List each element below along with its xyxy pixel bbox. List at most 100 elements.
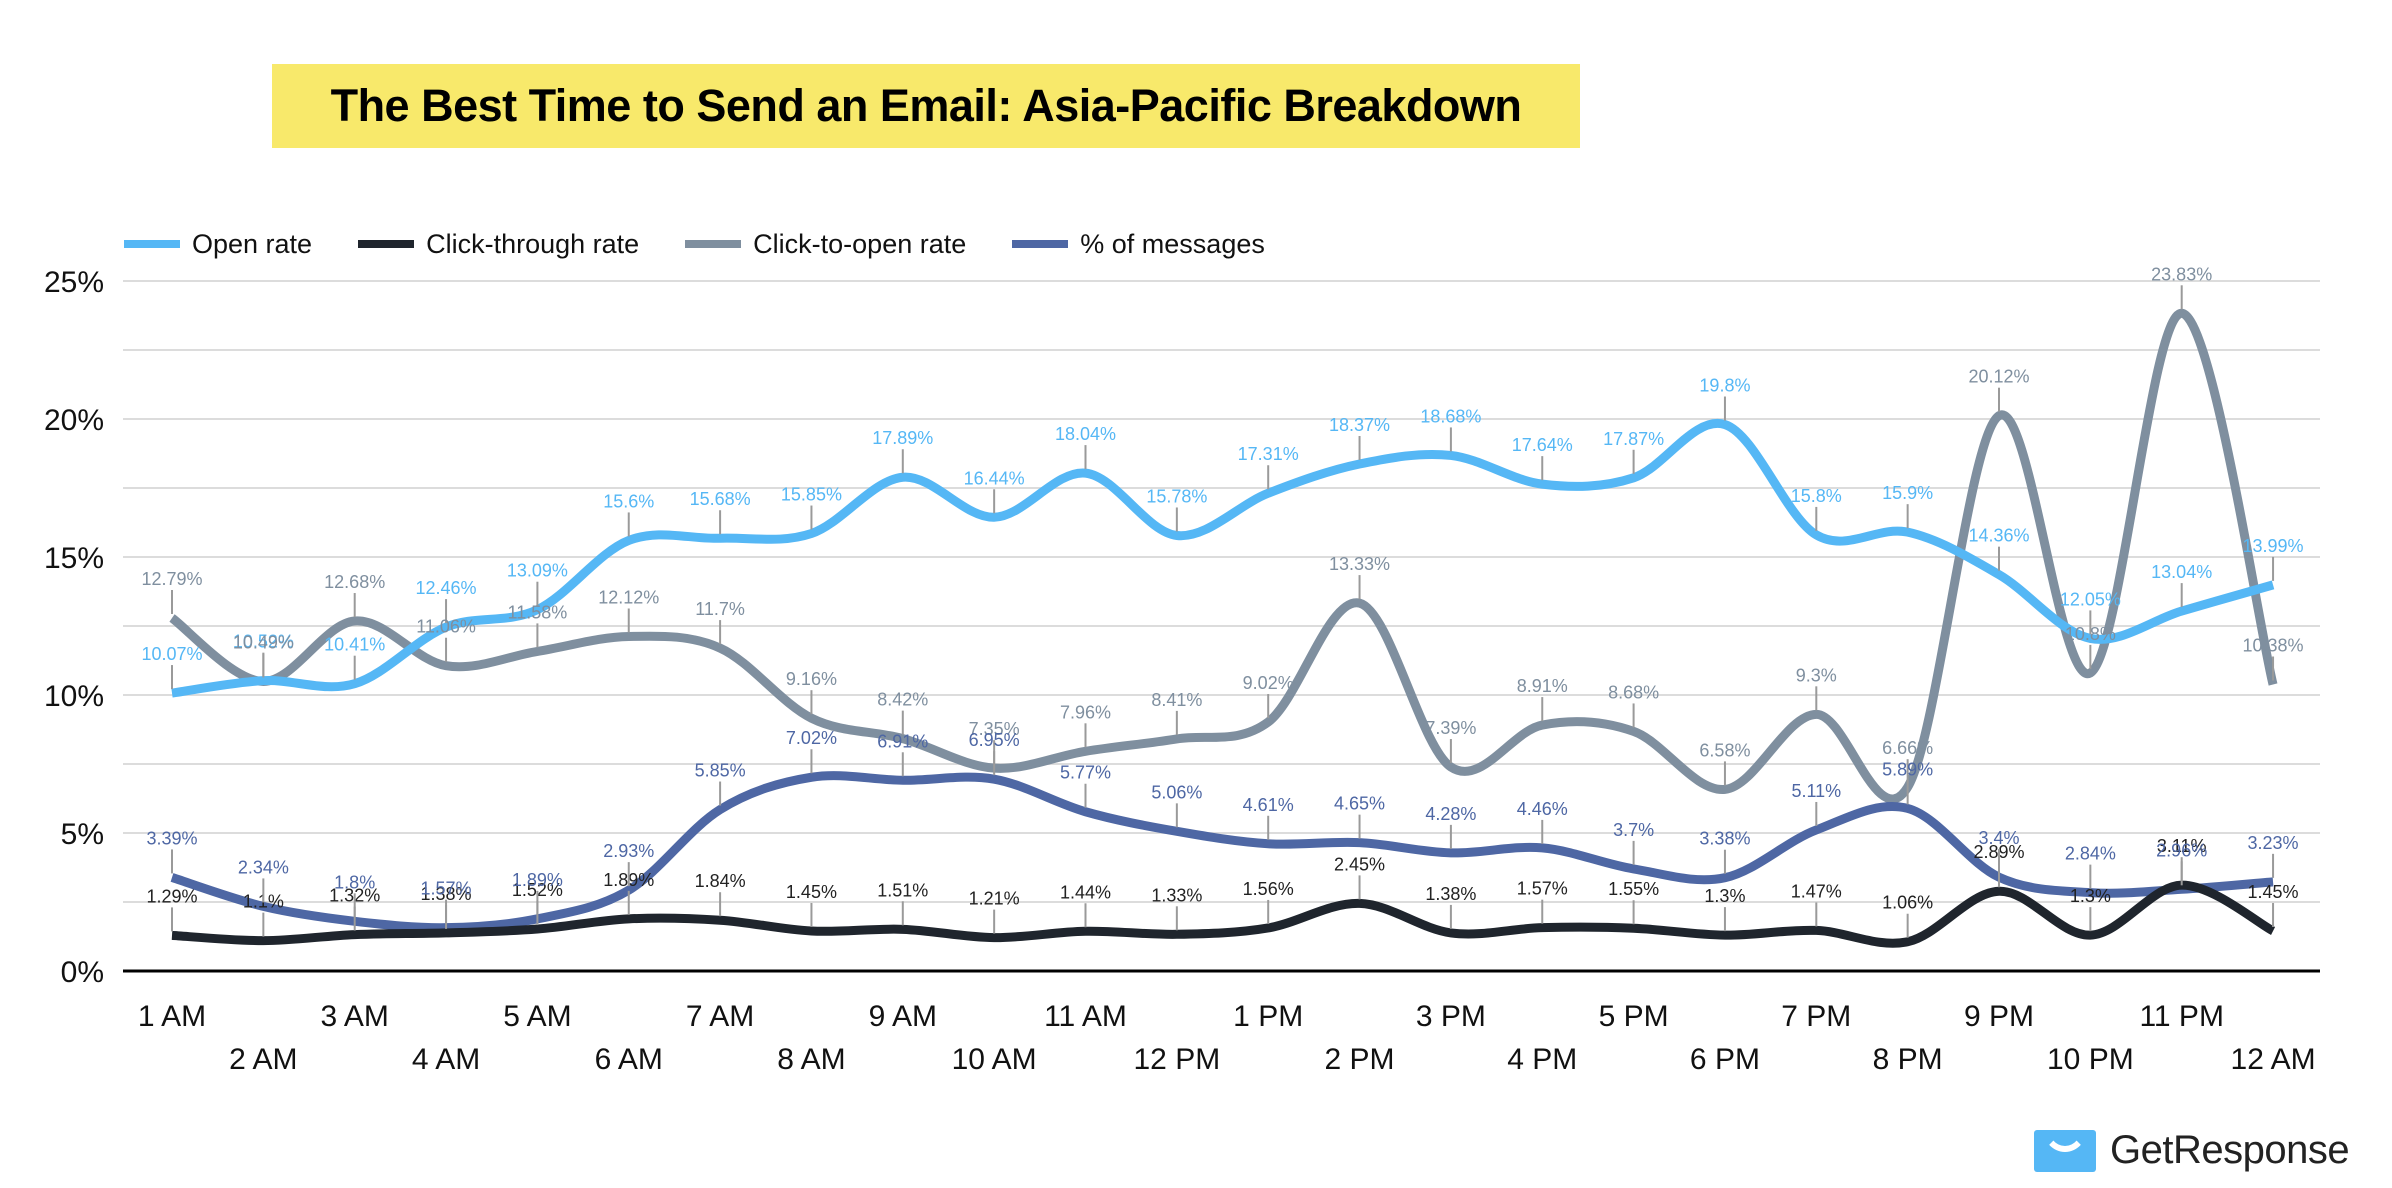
data-label-click-through-rate: 1.3% (1704, 886, 1745, 906)
data-label-percent-of-messages: 5.77% (1060, 763, 1111, 783)
x-tick-label: 3 AM (321, 1000, 389, 1033)
data-label-click-to-open-rate: 9.16% (786, 669, 837, 689)
data-label-click-through-rate: 1.3% (2070, 886, 2111, 906)
data-label-percent-of-messages: 2.96% (2156, 840, 2207, 860)
data-label-click-through-rate: 1.47% (1791, 881, 1842, 901)
series-line-click-through-rate (171, 880, 2276, 948)
data-label-click-to-open-rate: 9.02% (1243, 673, 1294, 693)
x-tick-label: 10 AM (952, 1043, 1037, 1076)
data-label-click-to-open-rate: 10.49% (233, 632, 294, 652)
x-tick-label: 2 PM (1325, 1043, 1395, 1076)
getresponse-logo: GetResponse (2034, 1128, 2350, 1173)
data-label-percent-of-messages: 6.95% (969, 730, 1020, 750)
x-tick-label: 7 AM (686, 1000, 754, 1033)
legend-label: Open rate (192, 228, 313, 259)
data-label-click-to-open-rate: 12.79% (141, 569, 202, 589)
data-label-click-to-open-rate: 8.41% (1151, 690, 1202, 710)
data-label-click-to-open-rate: 7.96% (1060, 702, 1111, 722)
data-label-open-rate: 15.8% (1791, 486, 1842, 506)
chart-legend: Open rate Click-through rate Click-to-op… (124, 224, 1311, 264)
data-label-click-to-open-rate: 7.35% (969, 719, 1020, 739)
data-label-open-rate: 15.9% (1882, 483, 1933, 503)
data-label-percent-of-messages: 3.39% (146, 828, 197, 848)
x-tick-label: 9 PM (1964, 1000, 2034, 1033)
x-tick-label: 6 AM (595, 1043, 663, 1076)
legend-label: Click-through rate (426, 228, 640, 259)
legend-swatch-percent-of-messages (1012, 240, 1069, 248)
data-label-open-rate: 10.41% (324, 635, 385, 655)
x-tick-label: 12 AM (2231, 1043, 2316, 1076)
x-tick-label: 12 PM (1133, 1043, 1220, 1076)
x-tick-label: 8 PM (1873, 1043, 1943, 1076)
data-label-open-rate: 17.89% (872, 428, 933, 448)
x-tick-label: 5 AM (503, 1000, 571, 1033)
data-label-open-rate: 15.85% (781, 485, 842, 505)
data-label-click-to-open-rate: 23.83% (2151, 264, 2212, 284)
series-line-open-rate (171, 418, 2275, 698)
data-label-percent-of-messages: 1.57% (421, 879, 472, 899)
y-axis-ticks: 0% 5% 10% 15% 20% 25% (44, 266, 104, 989)
data-label-percent-of-messages: 1.8% (334, 872, 375, 892)
legend-label: Click-to-open rate (753, 228, 967, 259)
data-label-open-rate: 12.05% (2060, 589, 2121, 609)
data-label-click-through-rate: 1.52% (512, 880, 563, 900)
data-label-click-to-open-rate: 11.06% (416, 617, 476, 637)
data-label-open-rate: 10.07% (141, 644, 202, 664)
data-label-click-through-rate: 1.45% (786, 882, 837, 902)
y-tick-label: 5% (61, 818, 104, 851)
data-label-percent-of-messages: 5.89% (1882, 759, 1933, 779)
data-label-click-through-rate: 1.45% (2248, 882, 2299, 902)
legend-label: % of messages (1080, 228, 1265, 259)
data-label-percent-of-messages: 4.65% (1334, 794, 1385, 814)
data-label-percent-of-messages: 3.4% (1978, 828, 2019, 848)
data-label-click-through-rate: 1.29% (146, 886, 197, 906)
data-label-open-rate: 18.68% (1420, 406, 1481, 426)
data-label-percent-of-messages: 2.34% (238, 857, 289, 877)
x-axis-ticks: 1 AM 2 AM 3 AM 4 AM 5 AM 6 AM 7 AM 8 AM 9 AM 10 A… (138, 1000, 2316, 1076)
data-label-click-through-rate: 1.06% (1882, 893, 1933, 913)
data-label-open-rate: 18.37% (1329, 415, 1390, 435)
data-label-percent-of-messages: 5.06% (1151, 782, 1202, 802)
envelope-smile-icon (2034, 1129, 2096, 1172)
data-label-click-through-rate: 1.56% (1243, 879, 1294, 899)
y-tick-label: 20% (44, 404, 104, 437)
x-tick-label: 5 PM (1599, 1000, 1669, 1033)
data-label-click-to-open-rate: 11.58% (508, 602, 568, 622)
data-label-click-to-open-rate: 20.12% (1968, 367, 2029, 387)
x-tick-label: 2 AM (229, 1043, 297, 1076)
data-label-click-through-rate: 1.38% (421, 884, 472, 904)
y-tick-label: 25% (44, 266, 104, 299)
data-label-click-through-rate: 3.11% (2157, 836, 2207, 856)
data-label-percent-of-messages: 4.61% (1243, 795, 1294, 815)
data-label-percent-of-messages: 5.85% (695, 761, 746, 781)
y-tick-label: 10% (44, 680, 104, 713)
data-label-percent-of-messages: 2.84% (2065, 844, 2116, 864)
data-label-click-through-rate: 2.45% (1334, 854, 1385, 874)
data-label-percent-of-messages: 5.11% (1791, 781, 1841, 801)
legend-swatch-click-through-rate (358, 240, 415, 248)
data-label-click-through-rate: 1.21% (969, 889, 1020, 909)
data-label-click-to-open-rate: 10.38% (2243, 636, 2304, 656)
data-label-click-to-open-rate: 13.33% (1329, 554, 1390, 574)
legend-item-percent-of-messages: % of messages (1012, 229, 1265, 260)
data-label-click-through-rate: 1.57% (1517, 879, 1568, 899)
data-label-percent-of-messages: 3.23% (2248, 833, 2299, 853)
data-label-click-to-open-rate: 8.68% (1608, 682, 1659, 702)
data-label-open-rate: 18.04% (1055, 424, 1116, 444)
data-label-percent-of-messages: 1.89% (512, 870, 563, 890)
x-tick-label: 1 PM (1233, 1000, 1303, 1033)
x-tick-label: 11 PM (2139, 1000, 2223, 1033)
legend-swatch-click-to-open-rate (685, 240, 742, 248)
data-label-click-through-rate: 1.44% (1060, 882, 1111, 902)
x-tick-label: 8 AM (777, 1043, 845, 1076)
x-tick-label: 9 AM (869, 1000, 937, 1033)
x-tick-label: 1 AM (138, 1000, 206, 1033)
data-label-click-to-open-rate: 10.8% (2065, 624, 2116, 644)
x-tick-label: 6 PM (1690, 1043, 1760, 1076)
data-label-open-rate: 16.44% (964, 468, 1025, 488)
data-label-open-rate: 13.99% (2243, 536, 2304, 556)
legend-item-open-rate: Open rate (124, 229, 312, 260)
data-label-click-to-open-rate: 7.39% (1425, 718, 1476, 738)
data-label-open-rate: 12.46% (416, 578, 477, 598)
